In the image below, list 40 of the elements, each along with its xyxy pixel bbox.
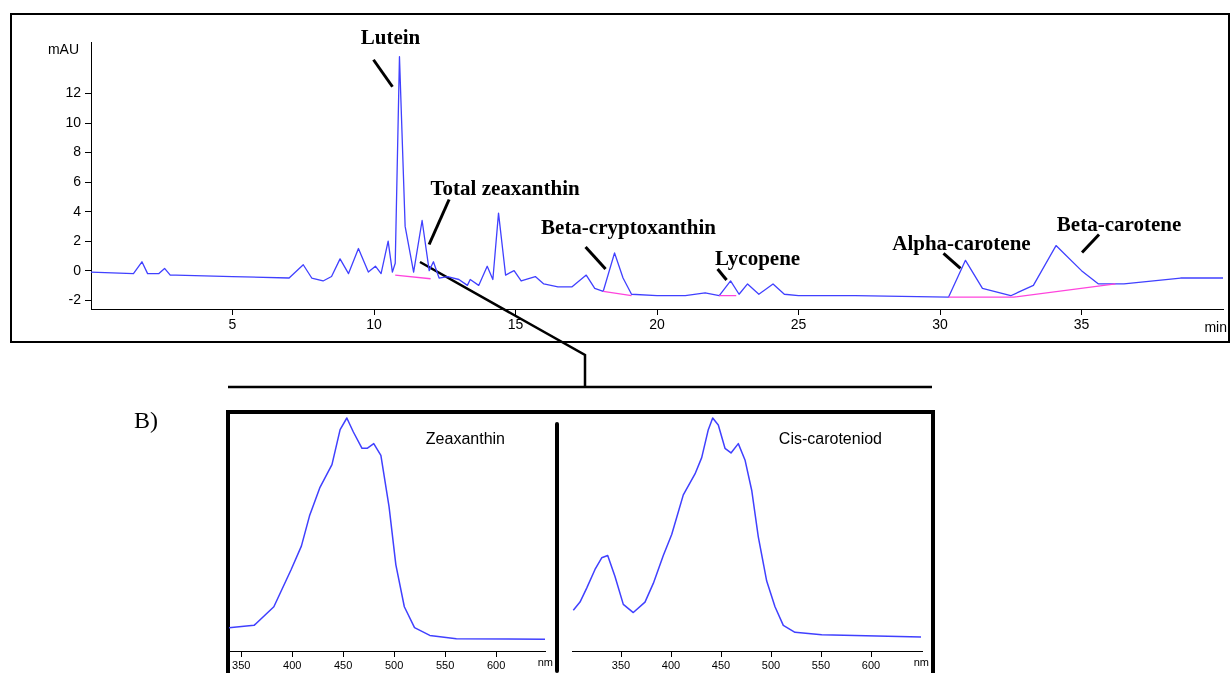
annotation: Lycopene [714,246,801,271]
text: B) [134,407,158,434]
annotation: Beta-carotene [1056,211,1182,236]
x-axis-title: nm [537,656,553,669]
x-tick-label: 500 [384,658,404,671]
y-axis-title: mAU [47,40,79,57]
y-tick-label: 2 [73,232,82,248]
annotation: Beta-cryptoxanthin [541,215,717,240]
x-tick-label: 10 [366,316,382,333]
x-tick-label: 450 [333,658,353,671]
y-tick-label: 12 [65,84,82,101]
x-tick-label: 450 [711,658,731,671]
y-tick-label: -2 [68,291,82,308]
x-tick-label: 35 [1073,316,1090,333]
x-tick-label: 400 [661,658,681,671]
x-tick-label: 15 [507,316,524,333]
y-tick-label: 8 [73,143,82,160]
x-tick-label: 400 [283,658,302,671]
annotation: Lutein [360,25,421,50]
x-tick-label: 20 [649,316,665,333]
annotation: Total zeaxanthin [430,175,581,200]
text: Cis-caroteniod [778,430,882,448]
x-tick-label: 550 [435,658,455,671]
y-tick-label: 0 [73,261,82,278]
x-axis-title: nm [913,656,929,669]
x-axis-title: min [1204,318,1227,335]
annotation: Alpha-carotene [892,230,1031,255]
x-tick-label: 500 [761,658,781,671]
x-tick-label: 600 [861,658,881,671]
x-tick-label: 25 [790,316,807,333]
text: Zeaxanthin [425,430,505,448]
x-tick-label: 350 [611,658,631,671]
x-tick-label: 550 [811,658,831,671]
y-tick-label: 10 [65,113,82,130]
x-tick-label: 350 [232,658,251,671]
y-tick-label: 4 [73,202,82,219]
x-tick-label: 30 [932,316,948,333]
x-tick-label: 600 [486,658,506,671]
x-tick-label: 5 [228,316,237,333]
y-tick-label: 6 [73,173,82,189]
